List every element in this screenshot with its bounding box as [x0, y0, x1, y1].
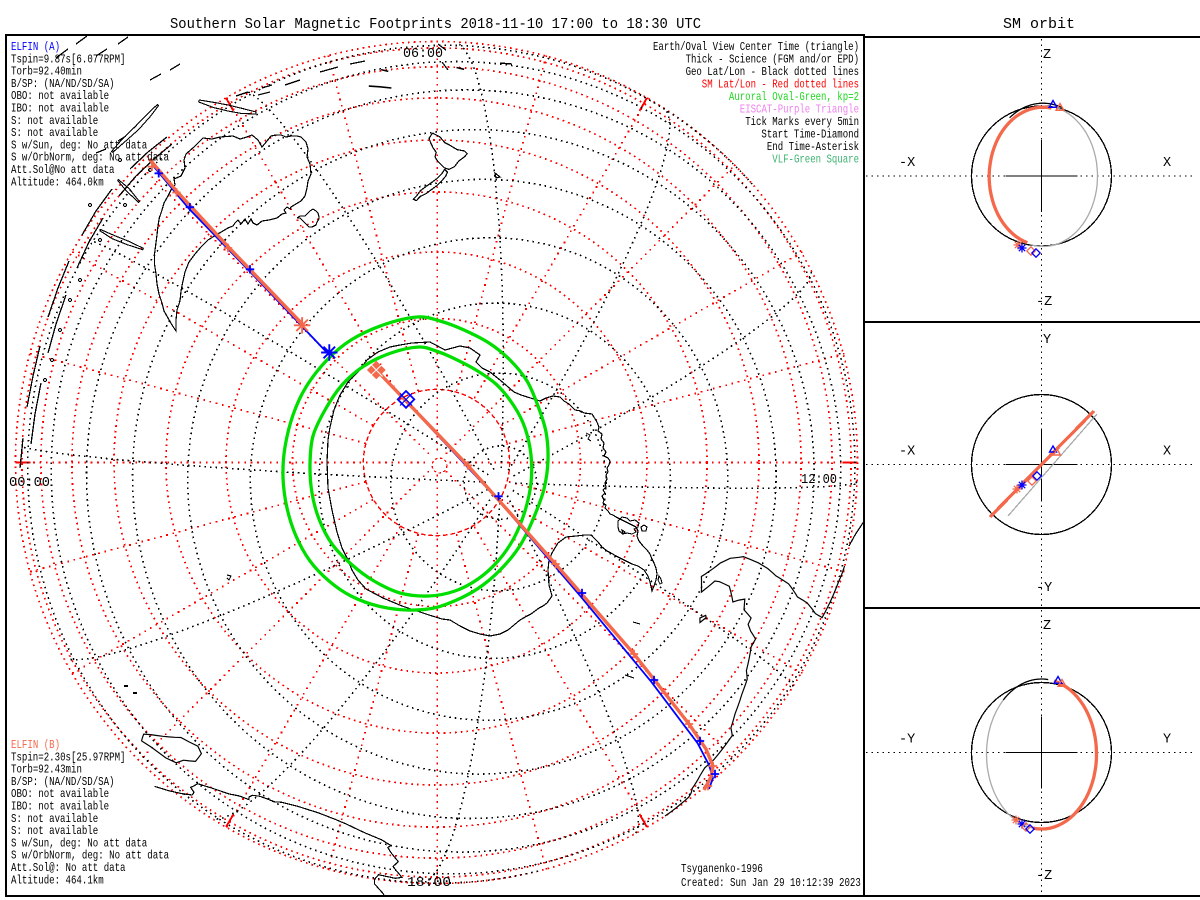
svg-text:IBO: not available: IBO: not available [11, 800, 109, 814]
svg-text:Southern Solar Magnetic Footpr: Southern Solar Magnetic Footprints 2018-… [170, 15, 701, 33]
svg-text:18:00: 18:00 [407, 875, 451, 891]
svg-text:X: X [1163, 445, 1171, 460]
svg-text:S: not available: S: not available [11, 812, 98, 826]
svg-text:-Y: -Y [899, 733, 915, 748]
svg-text:-Z: -Z [1036, 869, 1052, 884]
svg-text:-Y: -Y [1036, 581, 1052, 596]
svg-text:SM Lat/Lon - Red dotted lines: SM Lat/Lon - Red dotted lines [702, 78, 859, 92]
svg-text:ELFIN (A): ELFIN (A) [11, 40, 60, 54]
svg-text:12:00: 12:00 [801, 472, 837, 488]
svg-text:Auroral Oval-Green, kp=2: Auroral Oval-Green, kp=2 [729, 90, 859, 104]
svg-text:Geo Lat/Lon - Black dotted lin: Geo Lat/Lon - Black dotted lines [686, 65, 859, 79]
svg-text:06:00: 06:00 [403, 46, 443, 62]
svg-text:Thick - Science (FGM and/or EP: Thick - Science (FGM and/or EPD) [686, 53, 859, 67]
svg-text:Tick Marks every 5min: Tick Marks every 5min [745, 115, 859, 129]
svg-text:ELFIN (B): ELFIN (B) [11, 738, 60, 752]
svg-text:Tsyganenko-1996: Tsyganenko-1996 [681, 862, 763, 876]
svg-text:Y: Y [1043, 333, 1051, 348]
svg-text:Torb=92.40min: Torb=92.40min [11, 65, 82, 79]
svg-text:Start Time-Diamond: Start Time-Diamond [761, 128, 859, 142]
svg-text:S w/Sun, deg: No att data: S w/Sun, deg: No att data [11, 138, 147, 152]
svg-text:S w/OrbNorm, deg: No att data: S w/OrbNorm, deg: No att data [11, 849, 169, 863]
svg-text:-X: -X [899, 156, 915, 171]
svg-text:Earth/Oval View Center Time (t: Earth/Oval View Center Time (triangle) [653, 40, 859, 54]
svg-text:OBO: not available: OBO: not available [11, 787, 109, 801]
svg-text:Z: Z [1043, 619, 1051, 634]
svg-text:Altitude: 464.0km: Altitude: 464.0km [11, 175, 104, 189]
svg-text:Created: Sun Jan 29 10:12:39 2: Created: Sun Jan 29 10:12:39 2023 [681, 876, 861, 890]
svg-text:Torb=92.43min: Torb=92.43min [11, 763, 82, 777]
svg-text:Att.Sol@No att data: Att.Sol@No att data [11, 163, 115, 177]
svg-text:Z: Z [1043, 48, 1051, 63]
svg-text:B/SP: (NA/ND/SD/SA): B/SP: (NA/ND/SD/SA) [11, 775, 115, 789]
svg-text:S: not available: S: not available [11, 824, 98, 838]
svg-text:00:00: 00:00 [9, 475, 50, 491]
svg-text:Att.Sol@: No att data: Att.Sol@: No att data [11, 861, 126, 875]
svg-text:Tspin=2.30s[25.97RPM]: Tspin=2.30s[25.97RPM] [11, 750, 126, 764]
svg-text:X: X [1163, 156, 1171, 171]
svg-text:S w/OrbNorm, deg: No att data: S w/OrbNorm, deg: No att data [11, 151, 169, 165]
svg-text:-Z: -Z [1036, 295, 1052, 310]
svg-text:S w/Sun, deg: No att data: S w/Sun, deg: No att data [11, 836, 147, 850]
svg-text:OBO: not available: OBO: not available [11, 89, 109, 103]
svg-text:SM orbit: SM orbit [1003, 15, 1075, 33]
svg-text:Altitude: 464.1km: Altitude: 464.1km [11, 873, 104, 887]
svg-text:IBO: not available: IBO: not available [11, 102, 109, 116]
svg-text:S: not available: S: not available [11, 126, 98, 140]
svg-text:B/SP: (NA/ND/SD/SA): B/SP: (NA/ND/SD/SA) [11, 77, 115, 91]
svg-text:S: not available: S: not available [11, 114, 98, 128]
svg-text:Tspin=9.87s[6.077RPM]: Tspin=9.87s[6.077RPM] [11, 52, 126, 66]
svg-text:EISCAT-Purple Triangle: EISCAT-Purple Triangle [740, 103, 859, 117]
svg-text:End Time-Asterisk: End Time-Asterisk [767, 140, 859, 154]
svg-text:Y: Y [1163, 733, 1171, 748]
svg-text:-X: -X [899, 445, 915, 460]
svg-text:VLF-Green Square: VLF-Green Square [772, 153, 859, 167]
